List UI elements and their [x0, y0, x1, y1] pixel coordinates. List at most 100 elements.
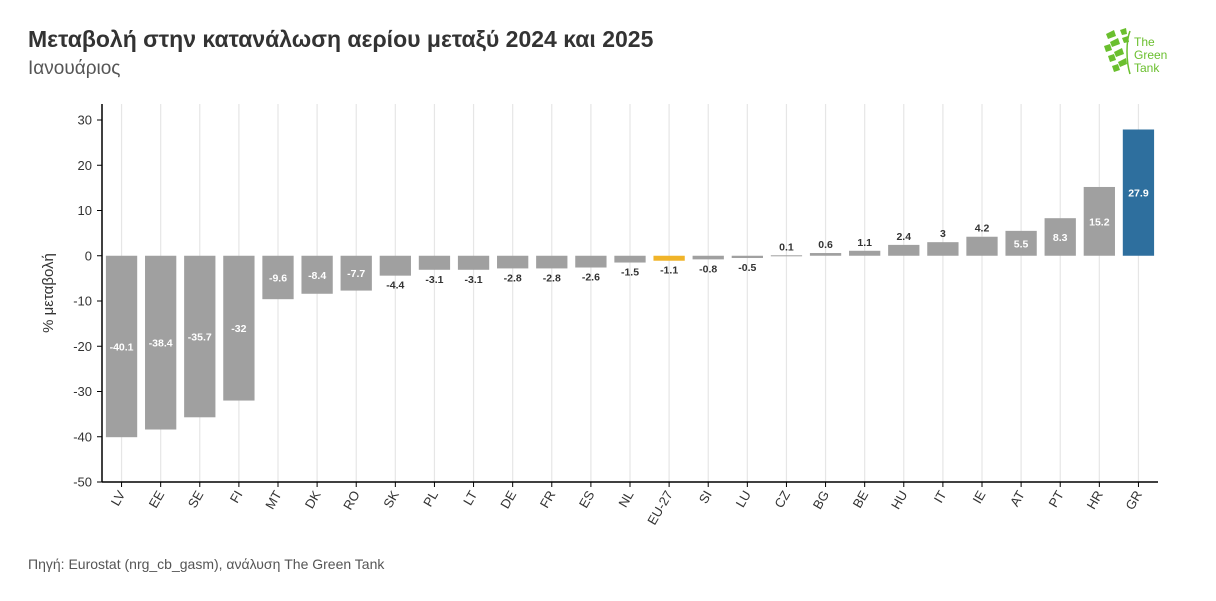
bar-label-fi: -32: [231, 323, 246, 335]
y-tick-label: -20: [73, 339, 92, 354]
x-tick-label-hu: HU: [888, 488, 910, 512]
x-tick-label-nl: NL: [615, 488, 636, 510]
bar-label-es: -2.6: [582, 272, 600, 284]
bar-label-ie: 4.2: [975, 223, 990, 235]
bar-hr: [1083, 186, 1115, 256]
bar-ee: [145, 255, 177, 430]
bar-label-it: 3: [940, 228, 946, 240]
bar-lu: [731, 255, 763, 259]
bar-eu-27: [653, 255, 685, 261]
x-tick-label-fr: FR: [537, 488, 559, 511]
bar-label-si: -0.8: [699, 263, 717, 275]
bar-es: [575, 255, 607, 268]
bar-label-se: -35.7: [188, 332, 212, 344]
bar-se: [184, 255, 216, 418]
bar-pl: [418, 255, 451, 270]
x-tick-label-si: SI: [696, 488, 715, 506]
y-tick-label: -30: [73, 384, 92, 399]
x-tick-label-lv: LV: [108, 488, 129, 509]
x-tick-label-lu: LU: [733, 488, 754, 510]
x-tick-label-eu-27: EU-27: [644, 488, 675, 527]
bar-ro: [340, 255, 372, 291]
bar-label-pt: 8.3: [1053, 232, 1068, 244]
logo-text-green: Green: [1134, 48, 1167, 62]
x-tick-label-de: DE: [497, 488, 519, 511]
bar-label-lv: -40.1: [110, 342, 134, 354]
bar-gr: [1122, 129, 1155, 256]
bar-pt: [1044, 218, 1076, 256]
bar-sk: [379, 255, 411, 276]
source-note: Πηγή: Eurostat (nrg_cb_gasm), ανάλυση Th…: [28, 556, 385, 572]
bar-label-bg: 0.6: [818, 239, 833, 251]
bar-label-ro: -7.7: [347, 268, 365, 280]
x-tick-label-es: ES: [576, 488, 598, 511]
x-tick-label-lt: LT: [460, 488, 480, 508]
y-tick-label: 10: [78, 203, 92, 218]
leaf-icon: [1104, 28, 1129, 72]
bar-label-cz: 0.1: [779, 241, 794, 253]
bars: [105, 129, 1155, 438]
bar-label-hr: 15.2: [1089, 216, 1110, 228]
x-tick-label-se: SE: [185, 488, 207, 511]
bar-bg: [809, 253, 842, 256]
bar-label-ee: -38.4: [149, 338, 173, 350]
bar-label-at: 5.5: [1014, 238, 1029, 250]
y-tick-label: 20: [78, 158, 92, 173]
bar-si: [692, 255, 724, 260]
y-tick-label: -50: [73, 475, 92, 490]
logo-text-tank: Tank: [1134, 61, 1160, 75]
bar-mt: [262, 255, 294, 300]
bar-dk: [301, 255, 333, 294]
chart-title: Μεταβολή στην κατανάλωση αερίου μεταξύ 2…: [28, 26, 654, 52]
x-tick-label-hr: HR: [1084, 488, 1106, 512]
bar-cz: [770, 255, 803, 257]
bar-nl: [614, 255, 646, 263]
y-tick-label: -40: [73, 429, 92, 444]
x-tick-label-bg: BG: [810, 488, 832, 512]
bar-label-sk: -4.4: [386, 280, 404, 292]
green-tank-logo: The Green Tank: [1104, 28, 1167, 75]
x-tick-label-pt: PT: [1046, 488, 1067, 510]
y-axis-title: % μεταβολή: [40, 253, 57, 333]
y-tick-label: -10: [73, 294, 92, 309]
bar-label-de: -2.8: [504, 272, 522, 284]
x-tick-label-at: AT: [1007, 488, 1028, 509]
x-tick-label-fi: FI: [227, 488, 246, 506]
bar-hu: [888, 244, 920, 256]
x-tick-label-mt: MT: [262, 488, 284, 512]
bar-label-pl: -3.1: [425, 274, 443, 286]
bar-label-fr: -2.8: [543, 272, 561, 284]
bar-it: [927, 242, 959, 256]
bar-fr: [536, 255, 568, 269]
logo-text-the: The: [1134, 35, 1155, 49]
bar-label-hu: 2.4: [896, 231, 911, 243]
x-tick-label-sk: SK: [380, 488, 402, 511]
bar-de: [497, 255, 529, 269]
x-tick-label-pl: PL: [420, 488, 441, 509]
bar-label-nl: -1.5: [621, 267, 639, 279]
y-tick-label: 0: [85, 248, 92, 263]
y-tick-label: 30: [78, 113, 92, 128]
x-tick-label-ie: IE: [969, 488, 988, 506]
bar-label-be: 1.1: [857, 237, 872, 249]
x-tick-label-cz: CZ: [771, 488, 793, 511]
bar-labels: -40.1 LV -38.4 EE -35.7 SE -32 FI -9.6 MT -8.4 DK -7…: [108, 188, 1149, 528]
bar-lt: [457, 255, 490, 270]
x-tick-label-it: IT: [931, 488, 950, 506]
bar-fi: [223, 255, 255, 401]
axes: 30 20 10 0 -10 -20 -30 -40 -50: [73, 104, 1158, 490]
bar-label-lt: -3.1: [465, 274, 483, 286]
bar-label-mt: -9.6: [269, 273, 287, 285]
x-tick-label-ro: RO: [340, 488, 363, 512]
x-tick-label-dk: DK: [302, 488, 324, 511]
bar-at: [1005, 230, 1037, 256]
bar-label-lu: -0.5: [738, 262, 756, 274]
x-tick-label-ee: EE: [146, 488, 168, 511]
bar-label-eu-27: -1.1: [660, 265, 678, 277]
chart-subtitle: Ιανουάριος: [28, 58, 121, 79]
x-tick-label-gr: GR: [1122, 488, 1145, 512]
bar-lv: [105, 255, 138, 438]
x-tick-label-be: BE: [850, 488, 872, 511]
bar-label-gr: 27.9: [1128, 188, 1149, 200]
